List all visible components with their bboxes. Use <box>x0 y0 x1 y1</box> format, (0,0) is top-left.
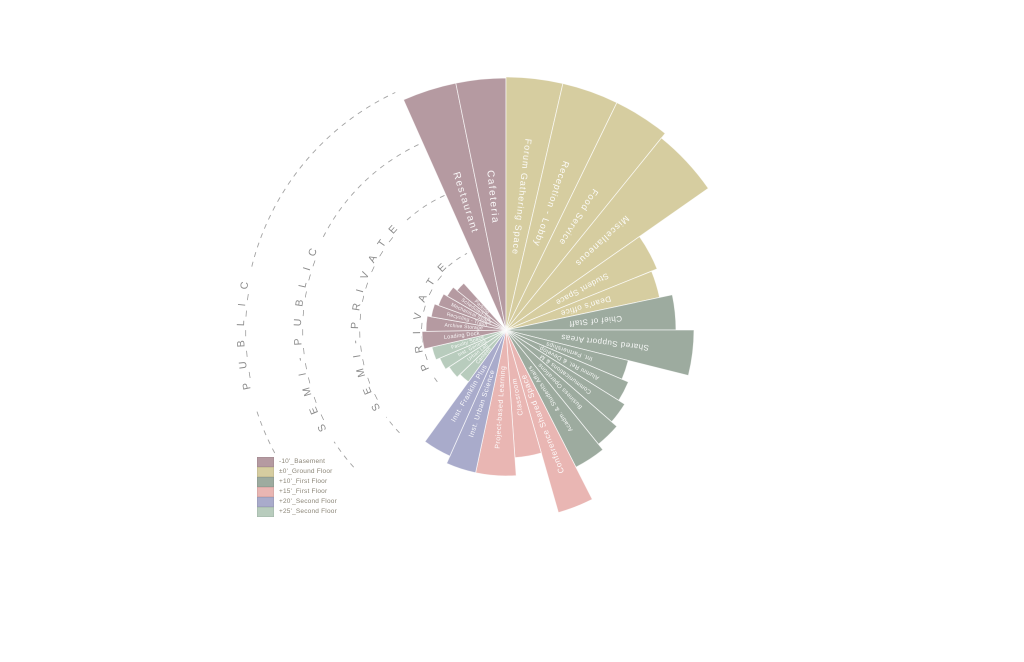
floor-legend: -10'_Basement ±0'_Ground Floor +10'_First … <box>257 457 337 517</box>
legend-swatch-first15 <box>257 487 274 497</box>
wedge-schedule-flow <box>446 286 507 331</box>
privacy-ring-dash-p-u-b-l-i-c <box>251 92 396 267</box>
legend-label-basement: -10'_Basement <box>279 458 326 465</box>
legend-label-second25: +25'_Second Floor <box>279 508 337 515</box>
wedge-inst-franklin-plus <box>424 329 507 457</box>
privacy-ring-dash-s-e-m-i-p-r-i-v-a-t-e <box>406 192 451 221</box>
legend-swatch-basement <box>257 457 274 467</box>
legend-swatch-ground <box>257 467 274 477</box>
privacy-ring-dash-s-e-m-i-p-u-b-l-i-c <box>322 142 423 238</box>
legend-item-second25: +25'_Second Floor <box>257 507 337 517</box>
privacy-ring-dash-s-e-m-i-p-u-b-l-i-c <box>333 441 355 468</box>
privacy-ring-dash-s-e-m-i-p-r-i-v-a-t-e <box>385 416 400 434</box>
legend-item-second20: +20'_Second Floor <box>257 497 337 507</box>
legend-item-first15: +15'_First Floor <box>257 487 337 497</box>
wedge-miscellaneous <box>505 137 709 331</box>
privacy-ring-label-s-e-m-i-p-r-i-v-a-t-e: S_E_M_I_-_P_R_I_V_A_T_E <box>349 221 402 413</box>
legend-swatch-first10 <box>257 477 274 487</box>
legend-swatch-second20 <box>257 497 274 507</box>
wedge-loading-dock <box>421 329 507 350</box>
privacy-ring-dash-p-r-i-v-a-t-e <box>431 374 438 383</box>
legend-item-first10: +10'_First Floor <box>257 477 337 487</box>
legend-swatch-second25 <box>257 507 274 517</box>
wedge-archive-storage <box>425 315 507 332</box>
wedge-label-archive-storage: Archive Storage <box>444 323 483 332</box>
wedge-label-cafeteria: Cafeteria <box>484 170 500 225</box>
wedge-food-service <box>505 102 666 331</box>
legend-label-ground: ±0'_Ground Floor <box>279 468 333 475</box>
privacy-ring-label-p-u-b-l-i-c: P_U_B_L_I_C <box>235 277 254 391</box>
privacy-ring-dash-p-r-i-v-a-t-e <box>448 252 468 267</box>
wedge-inst-urban-science <box>446 329 507 474</box>
legend-label-first15: +15'_First Floor <box>279 488 328 495</box>
wedge-label-loading-dock: Loading Dock <box>444 331 481 341</box>
wedge-mechanical-space <box>437 293 507 331</box>
legend-label-second20: +20'_Second Floor <box>279 498 337 505</box>
privacy-ring-dash-p-u-b-l-i-c <box>256 410 276 454</box>
wedge-conference-shared-space <box>505 329 593 514</box>
wedge-parking <box>456 282 507 331</box>
legend-label-first10: +10'_First Floor <box>279 478 328 485</box>
privacy-ring-label-s-e-m-i-p-u-b-l-i-c: S_E_M_I_-_P_U_B_L_I_C <box>292 244 329 434</box>
legend-item-basement: -10'_Basement <box>257 457 337 467</box>
wedge-student-space <box>505 235 658 331</box>
legend-item-ground: ±0'_Ground Floor <box>257 467 337 477</box>
